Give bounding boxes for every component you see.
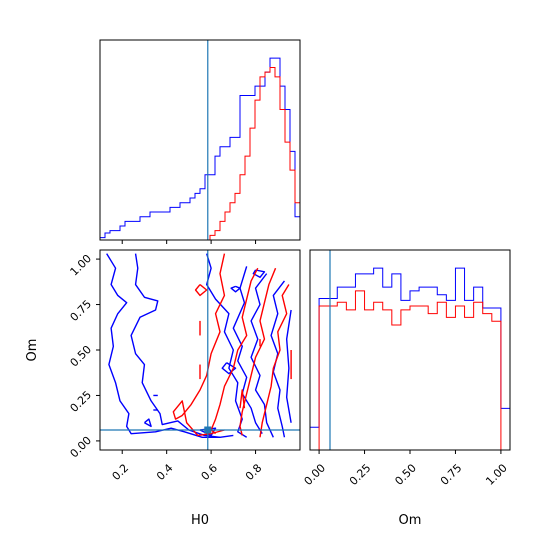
contour-line-series-0-9 [144,418,152,428]
x-axis-label-om: Om [399,513,422,528]
om-marginal-panel: 0.00 0.25 0.50 0.75 1.00 [302,249,511,488]
h0-histogram-series-1 [100,67,300,240]
om-plot-background [310,250,510,450]
contour-line-series-1-3 [259,284,290,438]
joint-y-tick-label: 0.25 [68,388,95,415]
joint-y-tick-label: 1.00 [68,252,95,279]
contour-line-series-1-7 [239,389,246,409]
h0-plot-background [100,40,300,240]
joint-truth-marker [204,426,212,434]
contour-line-series-1-1 [210,267,259,435]
h0-histogram-series-0 [100,57,300,240]
h0-om-joint-panel: 0.2 0.4 0.6 0.8 0.00 0.25 0.50 0.75 1.00 [68,249,301,483]
contour-line-series-0-2 [205,253,248,438]
joint-y-tick-label: 0.75 [68,297,95,324]
om-histogram-series-0 [310,267,510,450]
joint-x-tick-label: 0.8 [243,461,265,483]
contour-line-series-0-10 [221,362,237,375]
contour-line-series-1-4 [194,284,208,297]
contour-line-series-0-0 [106,253,220,438]
joint-y-tick-label: 0.50 [68,343,95,370]
contour-line-series-1-0 [172,253,226,437]
contour-line-series-0-3 [232,266,263,435]
joint-x-tick-label: 0.6 [198,461,220,483]
x-axis-label-h0: H0 [191,513,209,528]
om-x-tick-label: 0.00 [302,461,329,488]
y-axis-label-om: Om [25,339,40,362]
contour-line-series-0-12 [252,269,266,278]
joint-y-tick-label: 0.00 [68,434,95,461]
om-x-tick-label: 0.50 [392,461,419,488]
joint-x-tick-label: 0.2 [110,461,132,483]
om-x-tick-label: 1.00 [483,461,510,488]
om-x-tick-label: 0.25 [347,461,374,488]
contour-line-series-0-6 [285,309,292,423]
om-histogram-series-1 [310,290,510,450]
h0-plot-frame [99,39,301,241]
contour-line-series-0-11 [230,285,241,293]
h0-marginal-panel [99,39,301,244]
om-x-tick-label: 0.75 [438,461,465,488]
joint-plot-background [100,250,300,450]
contour-line-series-1-2 [239,267,277,436]
joint-x-tick-label: 0.4 [154,461,176,483]
